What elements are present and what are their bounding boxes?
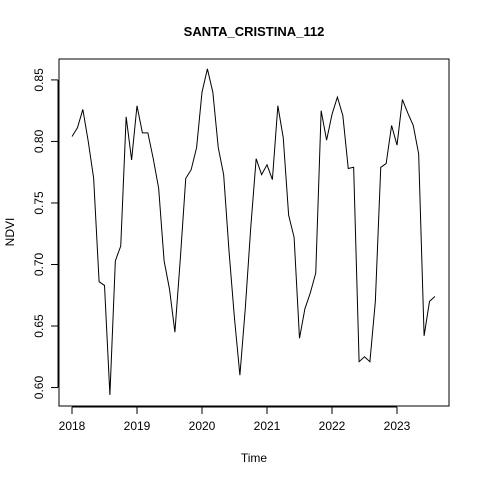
y-axis-label: NDVI bbox=[3, 218, 17, 247]
y-tick-label: 0.60 bbox=[32, 376, 46, 400]
y-tick-label: 0.85 bbox=[32, 68, 46, 92]
x-tick-label: 2020 bbox=[189, 419, 216, 433]
chart-title: SANTA_CRISTINA_112 bbox=[184, 24, 325, 39]
series-line bbox=[71, 68, 436, 395]
y-tick-label: 0.75 bbox=[32, 191, 46, 215]
x-tick-label: 2023 bbox=[384, 419, 411, 433]
y-tick-label: 0.80 bbox=[32, 129, 46, 153]
x-tick-label: 2019 bbox=[124, 419, 151, 433]
y-tick-label: 0.65 bbox=[32, 314, 46, 338]
x-tick-label: 2022 bbox=[319, 419, 346, 433]
x-axis: 2018 2019 2020 2021 2022 2023 bbox=[59, 406, 411, 433]
x-tick-label: 2021 bbox=[254, 419, 281, 433]
plot-frame bbox=[58, 58, 450, 407]
y-axis: 0.60 0.65 0.70 0.75 0.80 0.85 bbox=[32, 68, 59, 400]
x-axis-label: Time bbox=[241, 451, 268, 465]
x-tick-label: 2018 bbox=[59, 419, 86, 433]
y-tick-label: 0.70 bbox=[32, 252, 46, 276]
